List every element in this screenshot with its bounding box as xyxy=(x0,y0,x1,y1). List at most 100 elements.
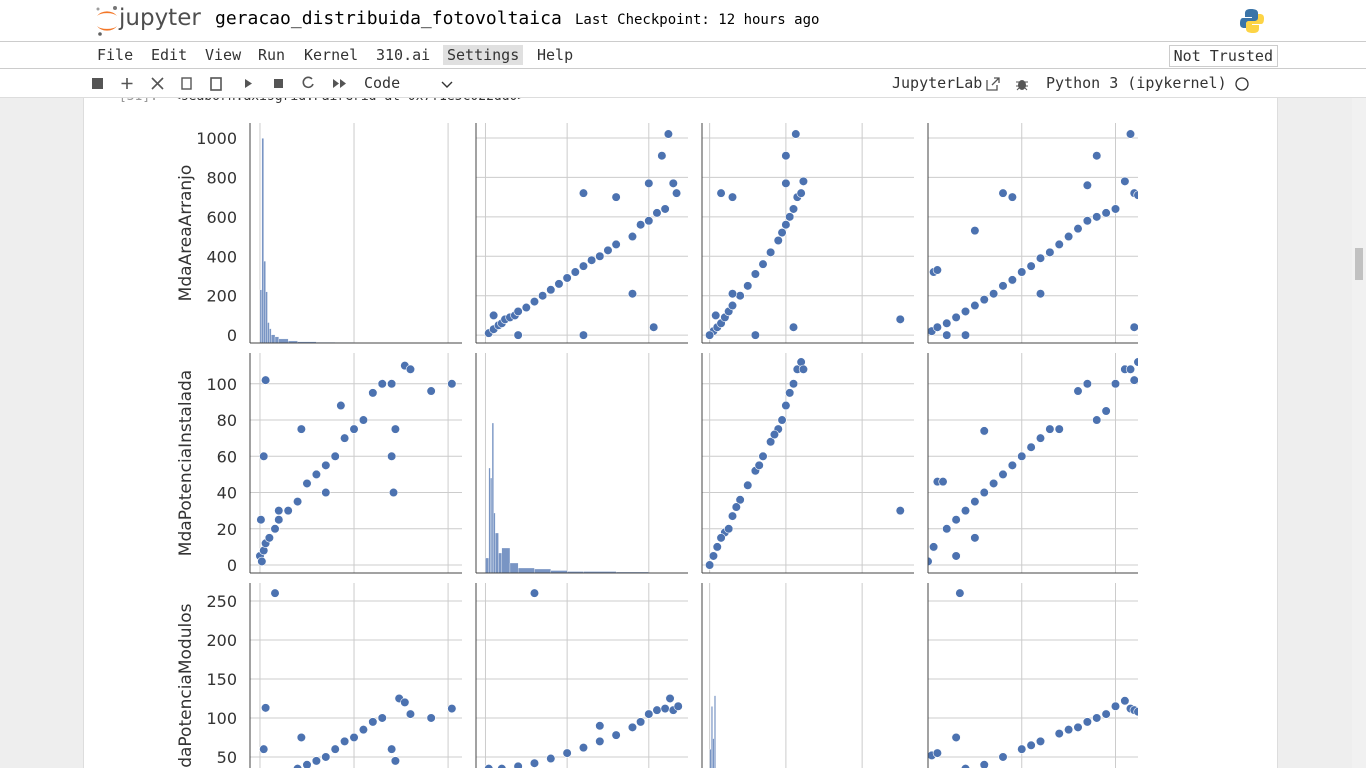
scatter-point xyxy=(960,764,971,768)
scatter-point xyxy=(529,297,540,307)
scatter-point xyxy=(570,267,580,277)
scatter-point xyxy=(293,764,303,768)
scatter-point xyxy=(788,204,799,214)
debug-icon[interactable] xyxy=(1015,77,1029,91)
trust-indicator[interactable]: Not Trusted xyxy=(1168,45,1278,67)
notebook-name[interactable]: geracao_distribuida_fotovoltaica xyxy=(215,8,562,29)
y-tick-label: 800 xyxy=(206,168,237,187)
scatter-point xyxy=(497,764,507,768)
paste-icon[interactable] xyxy=(210,77,222,91)
hist-bar xyxy=(495,532,499,573)
add-icon[interactable] xyxy=(121,78,133,89)
scatter-point xyxy=(554,279,564,289)
hist-bar xyxy=(269,328,272,343)
menu-item[interactable]: Edit xyxy=(151,46,188,64)
scatter-point xyxy=(311,756,322,766)
scatter-point xyxy=(895,314,905,324)
scatter-point xyxy=(274,515,284,525)
scatter-point xyxy=(578,188,589,198)
hist-bar xyxy=(711,706,713,768)
restart-icon[interactable] xyxy=(302,76,314,89)
menu-item[interactable]: Help xyxy=(537,46,574,64)
run-icon[interactable] xyxy=(245,79,252,88)
scatter-point xyxy=(256,515,266,525)
menu-item[interactable]: 310.ai xyxy=(376,46,431,64)
menu-item[interactable]: View xyxy=(205,46,242,64)
scatter-point xyxy=(611,192,621,202)
scatter-point xyxy=(1082,180,1092,190)
scatter-point xyxy=(735,495,745,505)
scatter-point xyxy=(336,400,346,411)
scatter-point xyxy=(636,220,646,230)
scatter-point xyxy=(998,188,1008,198)
scatter-point xyxy=(989,289,999,299)
y-tick-label: 1000 xyxy=(196,129,237,148)
scatter-point xyxy=(377,379,387,389)
scatter-point xyxy=(1073,224,1083,234)
scatter-point xyxy=(727,300,738,311)
scatter-point xyxy=(1064,725,1074,735)
scatter-point xyxy=(1110,379,1121,389)
y-tick-label: 250 xyxy=(206,592,237,611)
menu-item[interactable]: Kernel xyxy=(304,46,359,64)
scatter-point xyxy=(951,312,961,322)
scrollbar[interactable] xyxy=(1352,98,1366,768)
scatter-point xyxy=(595,736,605,746)
scatter-point xyxy=(264,533,274,543)
scatter-point xyxy=(754,460,764,470)
jupyterlab-link[interactable]: JupyterLab xyxy=(892,74,983,92)
scatter-point xyxy=(1035,433,1046,443)
scatter-point xyxy=(970,496,980,507)
scatter-point xyxy=(1045,247,1055,257)
scatter-point xyxy=(1026,442,1036,452)
scatter-point xyxy=(1110,701,1121,711)
hist-bar xyxy=(271,334,276,343)
scatter-point xyxy=(426,713,436,723)
scatter-point xyxy=(595,721,605,731)
panel xyxy=(928,123,1138,343)
scatter-point xyxy=(321,752,331,762)
scatter-point xyxy=(955,588,965,598)
scrollbar-thumb[interactable] xyxy=(1355,248,1363,280)
scatter-point xyxy=(321,487,331,498)
y-tick-label: 400 xyxy=(206,247,237,266)
scatter-point xyxy=(951,732,961,743)
scatter-point xyxy=(798,364,809,374)
panel xyxy=(250,583,462,768)
run-all-icon[interactable] xyxy=(333,79,346,88)
stop-icon[interactable] xyxy=(274,79,283,88)
scatter-point xyxy=(587,255,597,265)
scatter-point xyxy=(777,415,787,425)
scatter-point xyxy=(951,551,961,561)
menu-item[interactable]: Run xyxy=(258,46,286,64)
scatter-point xyxy=(627,289,638,299)
kernel-name[interactable]: Python 3 (ipykernel) xyxy=(1046,74,1227,92)
scatter-point xyxy=(521,302,531,313)
y-tick-label: 40 xyxy=(217,484,237,503)
cell-type[interactable]: Code xyxy=(364,74,401,92)
scatter-point xyxy=(938,477,948,487)
menu-item[interactable]: File xyxy=(97,46,134,64)
scatter-point xyxy=(711,310,721,321)
scatter-point xyxy=(1045,424,1055,434)
scatter-point xyxy=(1092,151,1102,161)
cut-icon[interactable] xyxy=(151,77,164,90)
scatter-point xyxy=(1073,386,1083,396)
scatter-point xyxy=(447,379,457,389)
scatter-point xyxy=(1082,379,1092,389)
y-tick-label: 150 xyxy=(206,670,237,689)
scatter-point xyxy=(727,289,738,299)
scatter-point xyxy=(261,703,271,713)
scatter-point xyxy=(1035,736,1046,746)
hist-bar xyxy=(490,477,493,573)
scatter-point xyxy=(257,556,267,567)
scatter-point xyxy=(358,725,369,735)
menu-item[interactable]: Settings xyxy=(443,45,524,65)
copy-icon[interactable] xyxy=(181,77,192,90)
scatter-point xyxy=(387,451,397,461)
hist-bar xyxy=(278,338,289,343)
header: jupyter geracao_distribuida_fotovoltaica… xyxy=(0,0,1366,41)
save-icon[interactable] xyxy=(92,78,103,89)
panel xyxy=(702,123,914,343)
